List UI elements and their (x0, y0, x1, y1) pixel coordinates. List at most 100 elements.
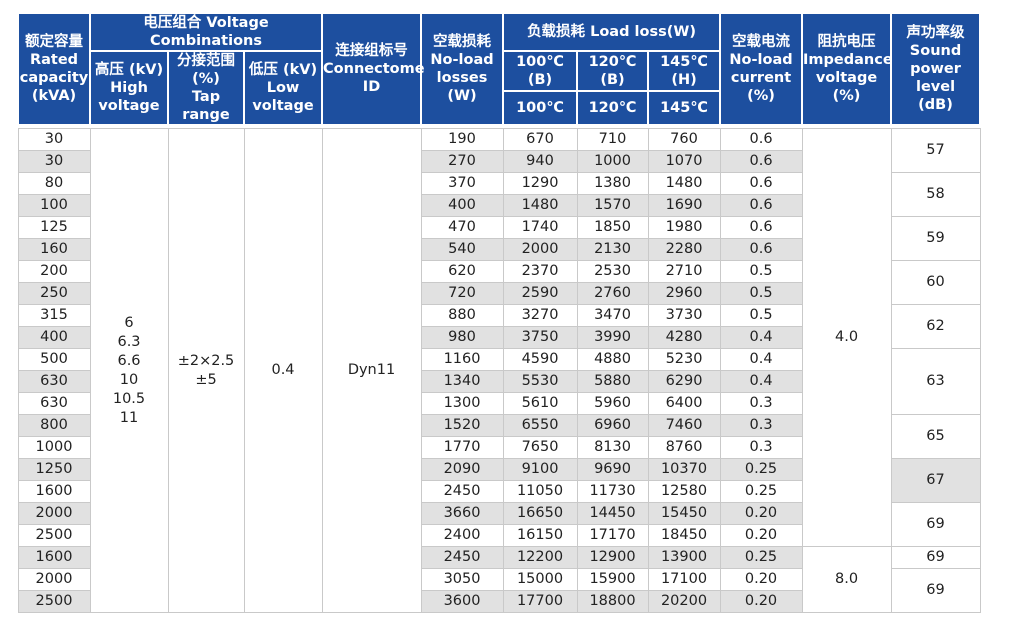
table-wrap: 额定容量 Rated capacity (kVA) 电压组合 Voltage Combi… (17, 12, 982, 613)
connection-cell: Dyn11 (321, 128, 422, 613)
value-cell: 2760 (576, 282, 649, 305)
value-cell: 3270 (502, 304, 578, 327)
capacity-cell: 1250 (17, 458, 91, 481)
header-cell-line: voltage (815, 70, 878, 86)
value-cell: 15000 (502, 568, 578, 591)
value-cell: 5230 (647, 348, 721, 371)
value-cell: 3600 (420, 590, 504, 613)
header-cell: 负载损耗 Load loss(W) (502, 12, 722, 52)
value-cell: 16150 (502, 524, 578, 547)
high-voltage-cell-line: 10.5 (112, 390, 146, 407)
data-row: 2000 3050 15000 15900 17100 0.20 69 (17, 568, 981, 613)
value-cell: 880 (420, 304, 504, 327)
value-cell: 3990 (576, 326, 649, 349)
value-cell: 1000 (576, 150, 649, 173)
data-row: 1000 1770 7650 8130 8760 0.3 (17, 436, 980, 459)
value-cell: 0.6 (719, 238, 803, 261)
value-cell: 9100 (502, 458, 578, 481)
high-voltage-cell-line: 6.3 (117, 333, 141, 350)
value-cell: 2450 (420, 546, 504, 569)
table-head: 额定容量 Rated capacity (kVA) 电压组合 Voltage Combi… (17, 12, 982, 127)
header-cell-line: (kVA) (31, 88, 77, 104)
value-cell: 6960 (576, 414, 649, 437)
capacity-cell: 2000 (17, 502, 91, 525)
value-cell: 2960 (647, 282, 721, 305)
header-cell-line: ID (362, 79, 381, 95)
capacity-cell: 125 (17, 216, 91, 239)
value-cell: 0.6 (719, 172, 803, 195)
value-cell: 0.6 (719, 150, 803, 173)
header-cell: 100℃ (B) (502, 50, 579, 92)
value-cell: 4880 (576, 348, 649, 371)
value-cell: 400 (420, 194, 504, 217)
value-cell: 370 (420, 172, 504, 195)
header-cell-line: 空载损耗 (433, 34, 492, 50)
capacity-cell: 500 (17, 348, 91, 371)
value-cell: 0.25 (719, 546, 803, 569)
value-cell: 15450 (647, 502, 721, 525)
value-cell: 0.4 (719, 370, 803, 393)
header-cell-line: (%) (747, 88, 775, 104)
header-cell: 低压 (kV) Low voltage (242, 50, 324, 126)
high-voltage-cell: 6 6.3 6.6 10 10.5 11 (89, 128, 169, 613)
capacity-cell: 800 (17, 414, 91, 437)
value-cell: 0.6 (719, 216, 803, 239)
data-row: 250 720 2590 2760 2960 0.5 (17, 282, 980, 305)
value-cell: 2590 (502, 282, 578, 305)
spec-table: 额定容量 Rated capacity (kVA) 电压组合 Voltage Combi… (17, 12, 982, 613)
value-cell: 8130 (576, 436, 649, 459)
header-cell: 145℃ (647, 89, 722, 127)
value-cell: 5880 (576, 370, 649, 393)
capacity-cell: 630 (17, 392, 91, 415)
value-cell: 18800 (576, 590, 649, 613)
header-cell: 连接组标号 Connectome ID (321, 12, 425, 126)
header-cell-line: Connectome (323, 61, 425, 77)
tap-range-cell-line: ±5 (195, 371, 217, 388)
value-cell: 1740 (502, 216, 578, 239)
value-cell: 9690 (576, 458, 649, 481)
header-cell: 声功率级 Sound power level (dB) (890, 12, 982, 126)
capacity-cell: 200 (17, 260, 91, 283)
header-cell-line: voltage (98, 98, 160, 114)
value-cell: 1340 (420, 370, 504, 393)
value-cell: 0.20 (719, 502, 803, 525)
value-cell: 1980 (647, 216, 721, 239)
capacity-cell: 250 (17, 282, 91, 305)
data-row: 1600 2450 12200 12900 13900 0.25 8.0 69 (17, 546, 981, 613)
header-cell-line: capacity (19, 70, 89, 86)
capacity-cell: 2500 (17, 590, 91, 613)
header-cell-line: Impedance (803, 52, 893, 68)
header-row: 额定容量 Rated capacity (kVA) 电压组合 Voltage Combi… (17, 12, 982, 126)
value-cell: 11730 (576, 480, 649, 503)
header-cell: 120℃ (B) (576, 50, 650, 92)
data-row: 630 1340 5530 5880 6290 0.4 (17, 370, 980, 393)
header-cell: 空载损耗 No-load losses (W) (420, 12, 505, 126)
capacity-cell: 100 (17, 194, 91, 217)
header-cell-line: power level (910, 61, 961, 95)
value-cell: 10370 (647, 458, 721, 481)
data-row: 2500 3600 17700 18800 20200 0.20 (17, 590, 980, 613)
data-row: 80 370 1290 1380 1480 0.6 58 (17, 172, 981, 217)
header-cell: 高压 (kV) High voltage (89, 50, 169, 126)
value-cell: 470 (420, 216, 504, 239)
value-cell: 12200 (502, 546, 578, 569)
header-cell-line: Low (266, 80, 300, 96)
header-cell-line: Rated (29, 52, 79, 68)
value-cell: 0.3 (719, 436, 803, 459)
capacity-cell: 160 (17, 238, 91, 261)
value-cell: 16650 (502, 502, 578, 525)
header-cell-line: High (110, 80, 148, 96)
value-cell: 270 (420, 150, 504, 173)
sound-cell: 65 (890, 414, 981, 459)
header-cell-line: 高压 (kV) (94, 62, 164, 78)
value-cell: 4590 (502, 348, 578, 371)
header-cell: 120℃ (576, 89, 650, 127)
data-row: 160 540 2000 2130 2280 0.6 (17, 238, 980, 261)
value-cell: 3660 (420, 502, 504, 525)
tap-range-cell: ±2×2.5 ±5 (167, 128, 245, 613)
header-cell-line: 阻抗电压 (817, 34, 876, 50)
data-row: 30 6 6.3 6.6 10 10.5 11 ±2×2.5 ±5 0.4 Dyn11 190 670 7… (17, 128, 981, 613)
header-cell-line: losses (436, 70, 488, 86)
value-cell: 2000 (502, 238, 578, 261)
value-cell: 20200 (647, 590, 721, 613)
